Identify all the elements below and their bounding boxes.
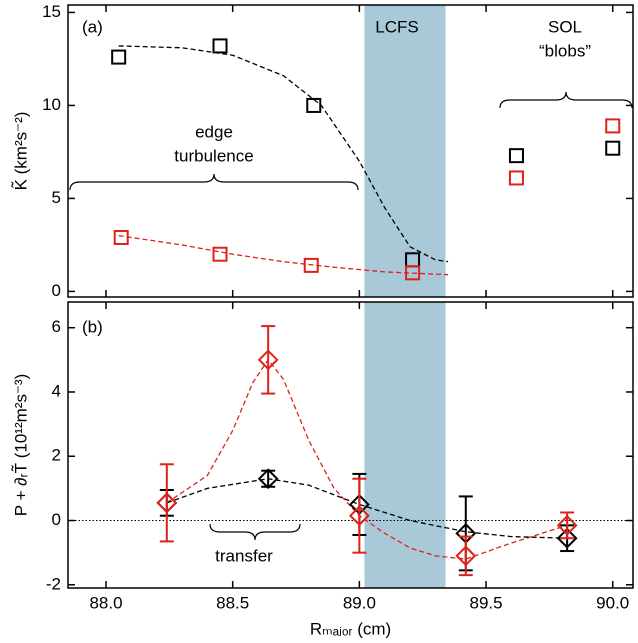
y-tick-label: -2 <box>46 574 61 593</box>
diamond-marker <box>556 514 578 536</box>
annotation: (a) <box>82 17 103 36</box>
y-tick-label: 15 <box>42 2 61 21</box>
annotation: edge <box>195 122 233 141</box>
y-tick-label: 5 <box>52 188 61 207</box>
y-tick-label: 10 <box>42 95 61 114</box>
square-marker <box>508 148 524 164</box>
error-bar <box>261 325 276 395</box>
x-tick-label: 88.5 <box>216 593 249 612</box>
square-marker <box>605 140 621 156</box>
diamond-marker <box>156 492 178 514</box>
fit-curve <box>118 45 449 263</box>
diamond-marker <box>257 468 279 490</box>
x-axis-label: Rₘₐⱼₒᵣ (cm) <box>310 619 391 638</box>
y-tick-label: 0 <box>52 510 61 529</box>
diamond-marker <box>556 527 578 549</box>
annotation: SOL <box>548 17 582 36</box>
fit-curve <box>118 234 449 276</box>
brace <box>69 173 359 191</box>
y-tick-label: 0 <box>52 281 61 300</box>
diamond-marker <box>257 349 279 371</box>
y-tick-label: 4 <box>52 381 61 400</box>
lcfs-band <box>364 5 446 297</box>
square-marker <box>111 49 127 65</box>
annotation: (b) <box>82 317 103 336</box>
frame <box>67 4 634 298</box>
square-marker <box>508 170 524 186</box>
annotation: “blobs” <box>539 41 591 60</box>
x-tick-label: 88.0 <box>89 593 122 612</box>
x-tick-label: 89.5 <box>470 593 503 612</box>
diamond-marker <box>455 545 477 567</box>
brace <box>499 91 633 109</box>
y-tick-label: 6 <box>52 317 61 336</box>
square-marker <box>605 118 621 134</box>
y-tick-label: 2 <box>52 446 61 465</box>
square-marker <box>212 38 228 54</box>
fit-curve <box>166 478 568 539</box>
annotation: LCFS <box>375 17 418 36</box>
brace <box>209 523 301 541</box>
error-bar <box>458 535 473 577</box>
x-tick-label: 90.0 <box>596 593 629 612</box>
frame <box>67 301 634 589</box>
error-bar <box>159 463 174 543</box>
square-marker <box>306 97 322 113</box>
square-marker <box>113 229 129 245</box>
y-axis-label: K̃ (km²s⁻²) <box>11 112 31 191</box>
square-marker <box>212 246 228 262</box>
annotation: transfer <box>215 546 273 565</box>
diamond-marker <box>348 505 370 527</box>
x-tick-label: 89.0 <box>343 593 376 612</box>
lcfs-band <box>364 302 446 588</box>
error-bar <box>352 477 367 554</box>
y-axis-label: P + ∂ᵣT̃ (10¹²m²s⁻³) <box>11 374 31 517</box>
annotation: turbulence <box>174 146 253 165</box>
